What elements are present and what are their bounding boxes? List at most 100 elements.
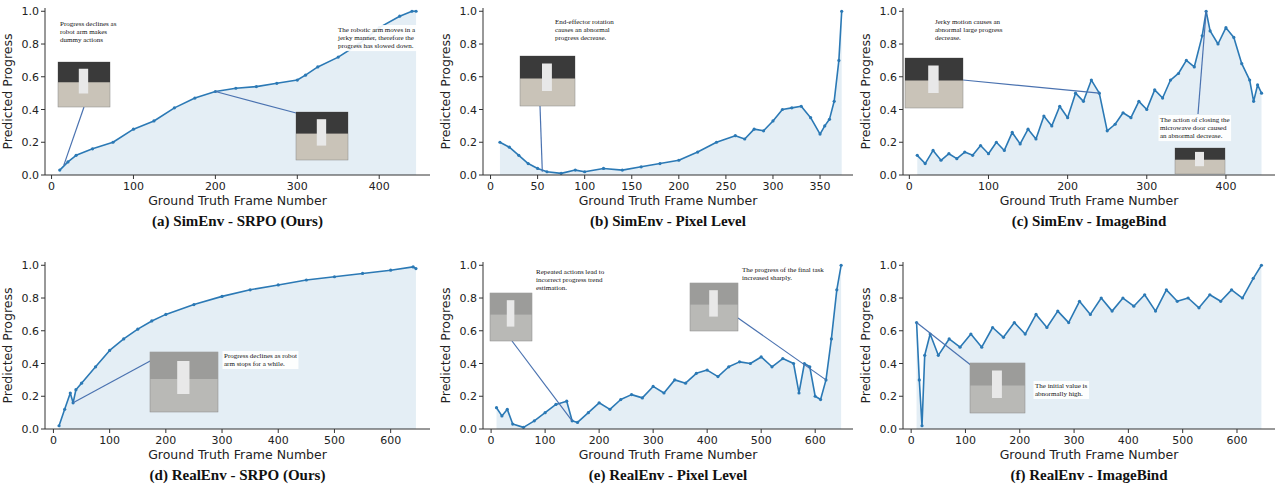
plot-area bbox=[57, 265, 417, 429]
y-axis bbox=[45, 262, 46, 429]
area bbox=[917, 11, 1261, 175]
y-axis bbox=[45, 8, 46, 175]
annotation: Repeated actions lead toincorrect progre… bbox=[490, 267, 606, 421]
point bbox=[658, 162, 661, 165]
x-axis-title: Ground Truth Frame Number bbox=[1000, 447, 1180, 462]
figure: 0.00.20.40.60.81.00100200300400Ground Tr… bbox=[0, 0, 1280, 500]
annotation: The initial value isabnormally high. bbox=[917, 323, 1089, 413]
x-tick bbox=[1019, 429, 1020, 433]
x-axis bbox=[903, 429, 1275, 430]
point bbox=[1145, 108, 1148, 111]
x-axis bbox=[483, 429, 853, 430]
y-tick-label: 0.0 bbox=[880, 423, 898, 436]
point bbox=[94, 365, 97, 368]
thumbnail-arm bbox=[709, 290, 718, 316]
annotation-text: Progress declines as robotarm stops for … bbox=[224, 352, 297, 368]
point bbox=[1067, 321, 1070, 324]
y-tick bbox=[899, 330, 903, 331]
y-axis bbox=[903, 8, 904, 175]
note-line: The action of closing the bbox=[1160, 116, 1230, 124]
point bbox=[833, 100, 836, 103]
point bbox=[840, 10, 843, 13]
x-axis bbox=[45, 175, 430, 176]
y-tick bbox=[899, 265, 903, 266]
annotation-text: Repeated actions lead toincorrect progre… bbox=[536, 268, 605, 292]
x-tick bbox=[1067, 175, 1068, 179]
point bbox=[560, 172, 563, 175]
point bbox=[255, 85, 258, 88]
y-tick-label: 1.0 bbox=[880, 259, 898, 272]
point bbox=[527, 162, 530, 165]
annotation-text: The robotic arm moves in ajerky manner, … bbox=[337, 26, 416, 50]
plot-area bbox=[58, 10, 418, 175]
y-tick bbox=[41, 396, 45, 397]
point bbox=[1169, 78, 1172, 81]
y-tick-label: 0.6 bbox=[460, 325, 478, 338]
point bbox=[1216, 42, 1219, 45]
line bbox=[917, 11, 1261, 163]
panel-caption: (c) SimEnv - ImageBind bbox=[1012, 213, 1167, 230]
y-axis-title: Predicted Progress bbox=[438, 34, 453, 150]
x-tick-label: 100 bbox=[978, 180, 999, 193]
point bbox=[797, 391, 800, 394]
thumbnail-arm bbox=[542, 64, 552, 92]
point bbox=[414, 267, 417, 270]
x-tick bbox=[53, 429, 54, 433]
point bbox=[57, 424, 60, 427]
point bbox=[931, 149, 934, 152]
point bbox=[249, 288, 252, 291]
point bbox=[918, 378, 921, 381]
y-tick-label: 0.0 bbox=[880, 169, 898, 182]
point bbox=[1045, 326, 1048, 329]
y-tick bbox=[41, 175, 45, 176]
point bbox=[971, 154, 974, 157]
x-tick bbox=[772, 175, 773, 179]
x-tick-label: 0 bbox=[50, 434, 57, 447]
point bbox=[800, 105, 803, 108]
point bbox=[1252, 100, 1255, 103]
x-tick bbox=[584, 175, 585, 179]
point bbox=[192, 303, 195, 306]
point bbox=[517, 154, 520, 157]
y-tick bbox=[479, 109, 483, 110]
point bbox=[1034, 137, 1037, 140]
y-tick bbox=[41, 363, 45, 364]
x-tick-label: 300 bbox=[287, 180, 308, 193]
x-tick-label: 100 bbox=[123, 180, 144, 193]
y-tick bbox=[899, 11, 903, 12]
point bbox=[1121, 111, 1124, 114]
x-tick-label: 600 bbox=[380, 434, 401, 447]
point bbox=[963, 150, 966, 153]
y-tick-label: 1.0 bbox=[460, 259, 478, 272]
x-tick-label: 200 bbox=[668, 180, 689, 193]
x-tick-label: 0 bbox=[908, 434, 915, 447]
x-tick-label: 200 bbox=[205, 180, 226, 193]
line bbox=[59, 267, 416, 426]
x-tick bbox=[215, 175, 216, 179]
x-axis-title: Ground Truth Frame Number bbox=[579, 447, 759, 462]
y-axis-title: Predicted Progress bbox=[0, 288, 15, 404]
point bbox=[1187, 296, 1190, 299]
x-tick bbox=[278, 429, 279, 433]
note-line: The robotic arm moves in a bbox=[338, 26, 416, 34]
point bbox=[150, 319, 153, 322]
point bbox=[1090, 78, 1093, 81]
x-tick-label: 100 bbox=[99, 434, 120, 447]
thumbnail bbox=[1175, 148, 1225, 174]
point bbox=[108, 349, 111, 352]
y-tick-label: 0.0 bbox=[460, 169, 478, 182]
point bbox=[602, 167, 605, 170]
y-axis bbox=[483, 8, 484, 175]
point bbox=[1074, 92, 1077, 95]
line bbox=[500, 11, 842, 173]
point bbox=[619, 398, 622, 401]
thumbnail-arm bbox=[79, 69, 88, 94]
point bbox=[1082, 100, 1085, 103]
point bbox=[536, 167, 539, 170]
point bbox=[695, 372, 698, 375]
point bbox=[1240, 62, 1243, 65]
point bbox=[1058, 105, 1061, 108]
x-tick-label: 200 bbox=[589, 434, 610, 447]
point bbox=[1003, 149, 1006, 152]
point bbox=[1219, 300, 1222, 303]
